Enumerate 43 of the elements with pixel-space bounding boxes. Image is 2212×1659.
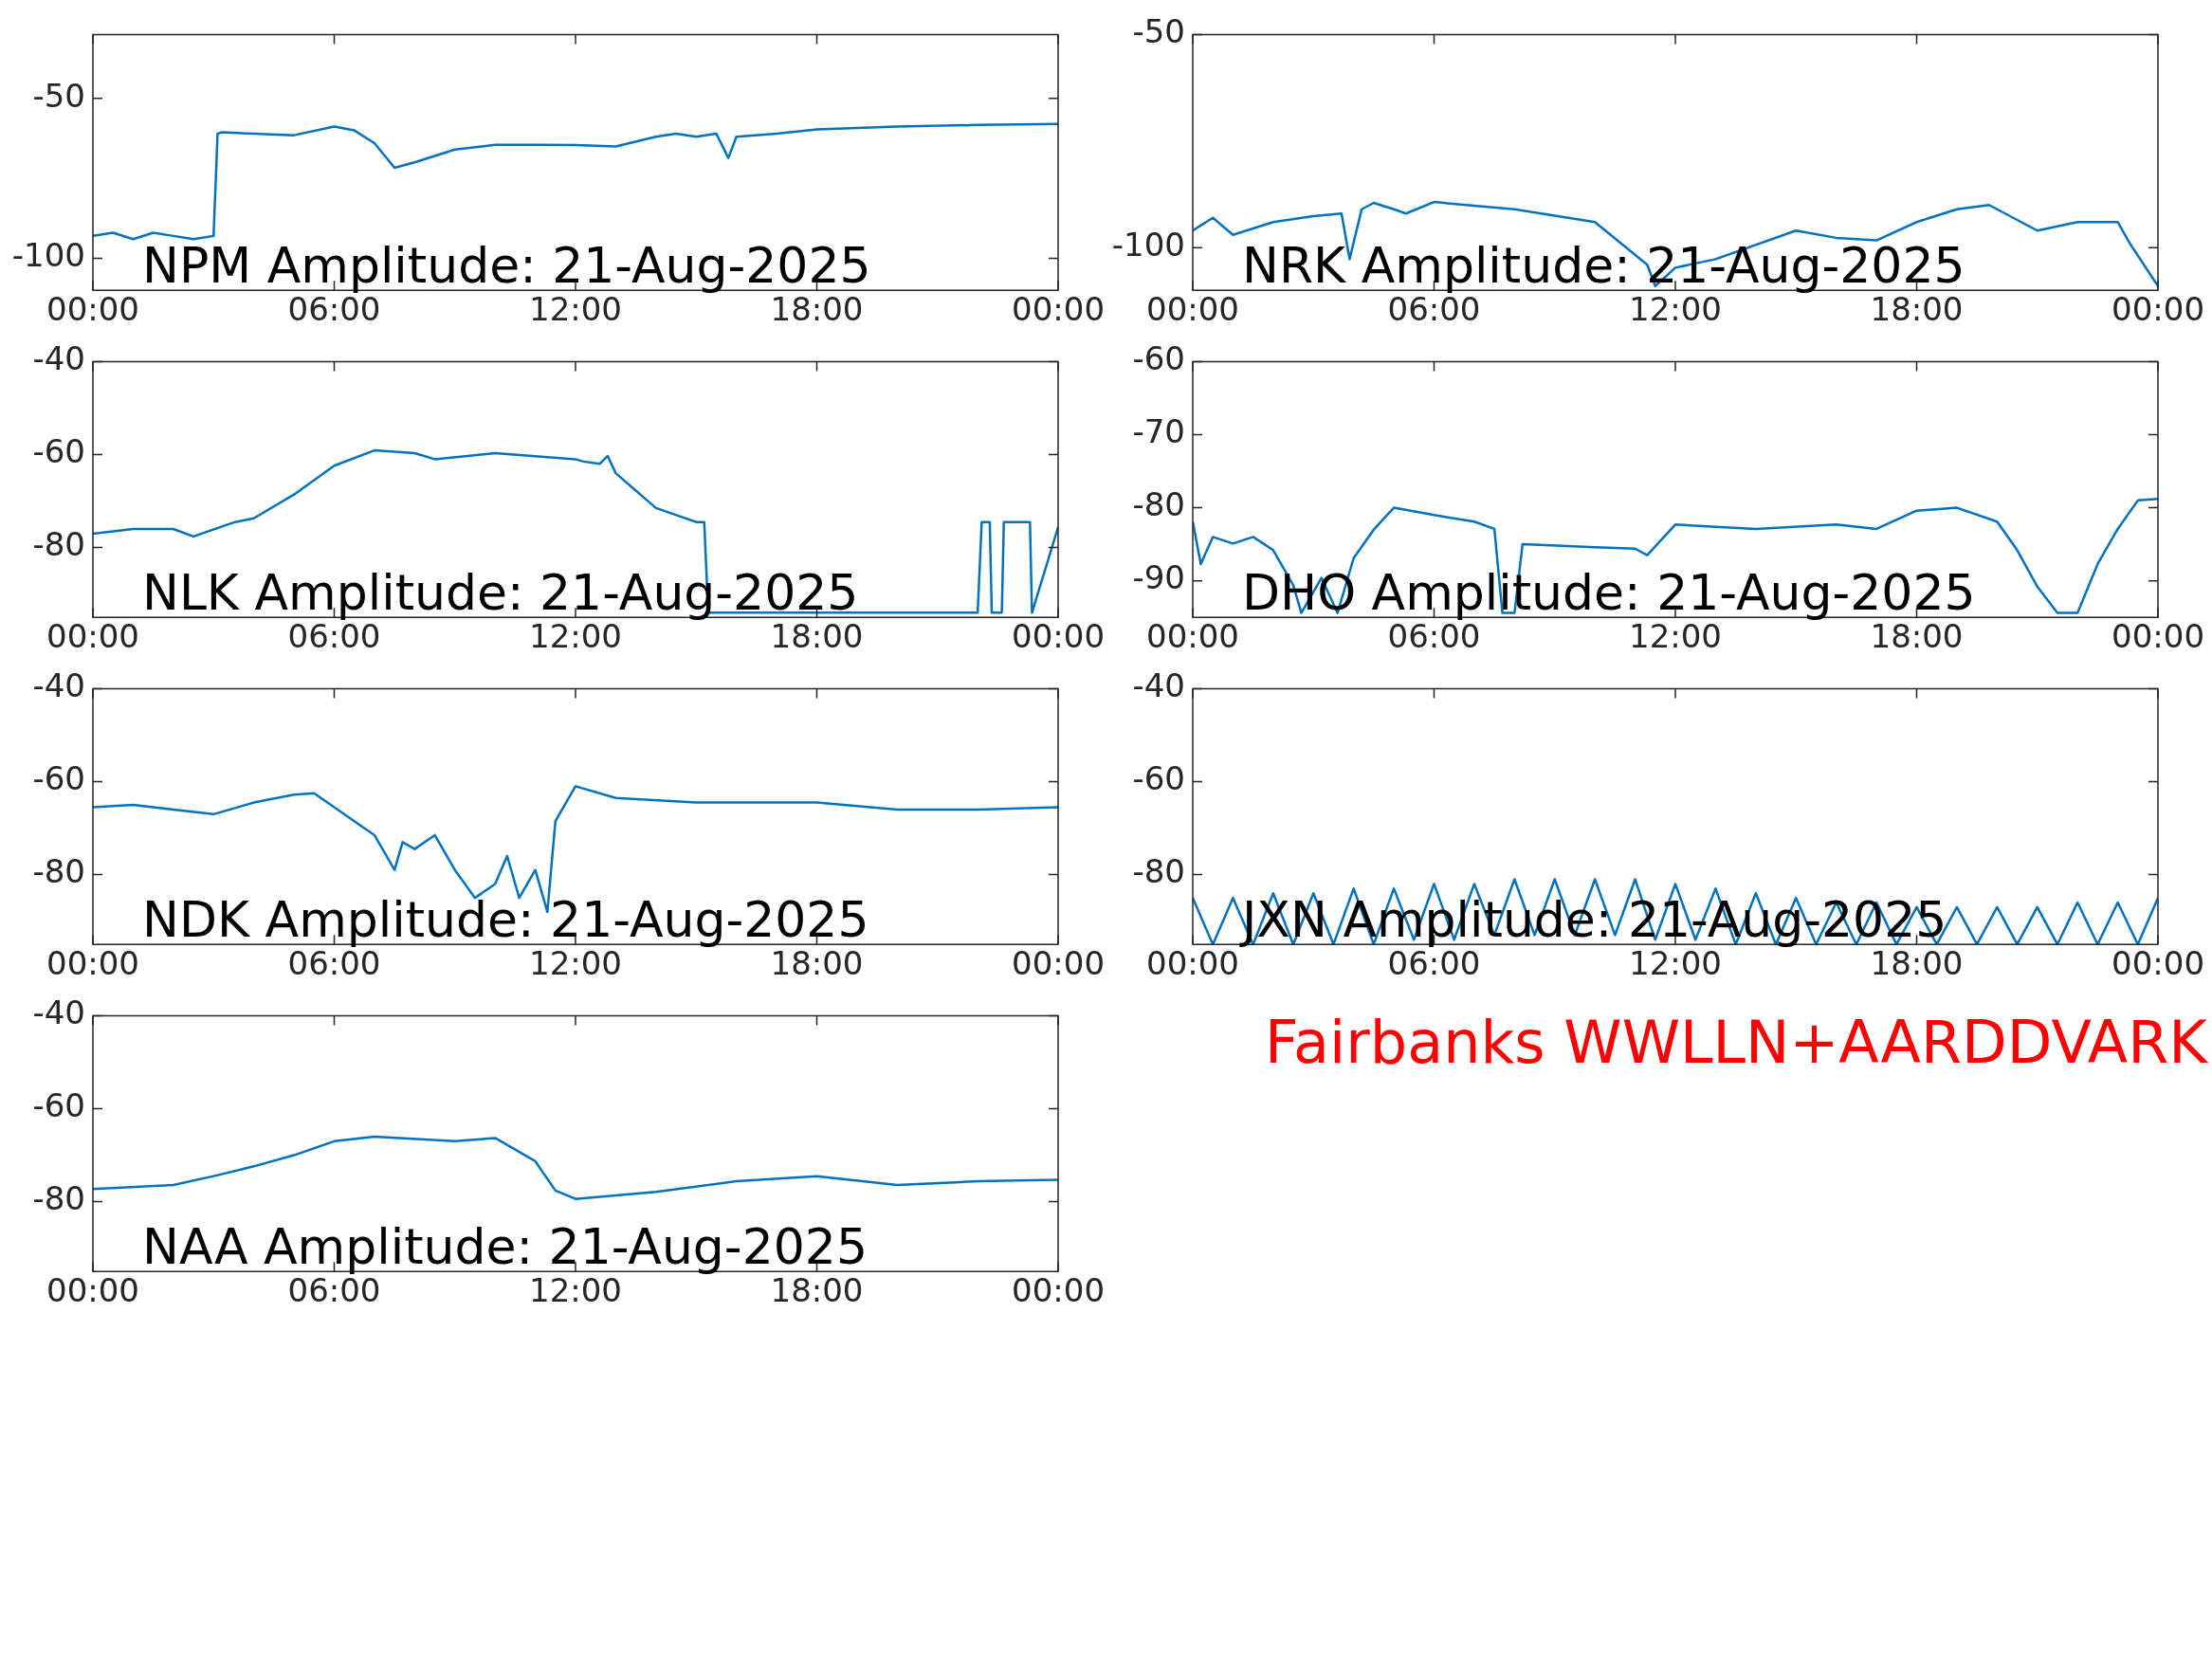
y-tick-label: -80	[1132, 852, 1185, 891]
x-tick-label: 18:00	[1870, 944, 1964, 983]
y-tick-label: -50	[32, 76, 85, 115]
x-tick-label: 00:00	[1012, 617, 1105, 656]
y-tick-label: -40	[32, 339, 85, 378]
text: Fairbanks WWLLN+AARDDVARK	[1265, 1008, 2207, 1077]
x-tick-label: 00:00	[1146, 617, 1239, 656]
x-tick-label: 00:00	[2111, 290, 2204, 329]
y-tick-label: -60	[1132, 759, 1185, 798]
x-tick-label: 12:00	[1629, 290, 1722, 329]
y-tick-label: -100	[1111, 226, 1185, 264]
y-tick-label: -100	[11, 236, 85, 275]
y-tick-label: -50	[1132, 12, 1185, 51]
x-tick-label: 00:00	[1012, 290, 1105, 329]
x-tick-label: 00:00	[2111, 617, 2204, 656]
x-tick-label: 00:00	[46, 290, 139, 329]
y-tick-label: -80	[1132, 485, 1185, 524]
x-tick-label: 18:00	[1870, 290, 1964, 329]
y-tick-label: -40	[32, 994, 85, 1032]
x-tick-label: 00:00	[1146, 290, 1239, 329]
x-tick-label: 12:00	[1629, 944, 1722, 983]
y-tick-label: -60	[1132, 339, 1185, 378]
y-tick-label: -40	[32, 666, 85, 705]
y-tick-label: -40	[1132, 666, 1185, 705]
x-tick-label: 00:00	[46, 1271, 139, 1310]
x-tick-label: 12:00	[529, 617, 622, 656]
x-tick-label: 18:00	[1870, 617, 1964, 656]
x-tick-label: 00:00	[46, 944, 139, 983]
y-tick-label: -60	[32, 759, 85, 798]
x-tick-label: 00:00	[2111, 944, 2204, 983]
x-tick-label: 12:00	[1629, 617, 1722, 656]
y-tick-label: -70	[1132, 412, 1185, 451]
y-tick-label: -60	[32, 1086, 85, 1125]
x-tick-label: 00:00	[1012, 1271, 1105, 1310]
y-tick-label: -80	[32, 852, 85, 891]
y-tick-label: -80	[32, 1179, 85, 1218]
x-tick-label: 00:00	[1146, 944, 1239, 983]
y-tick-label: -90	[1132, 558, 1185, 597]
x-tick-label: 00:00	[46, 617, 139, 656]
y-tick-label: -60	[32, 432, 85, 471]
x-tick-label: 18:00	[770, 617, 864, 656]
y-tick-label: -80	[32, 525, 85, 564]
x-tick-label: 00:00	[1012, 944, 1105, 983]
